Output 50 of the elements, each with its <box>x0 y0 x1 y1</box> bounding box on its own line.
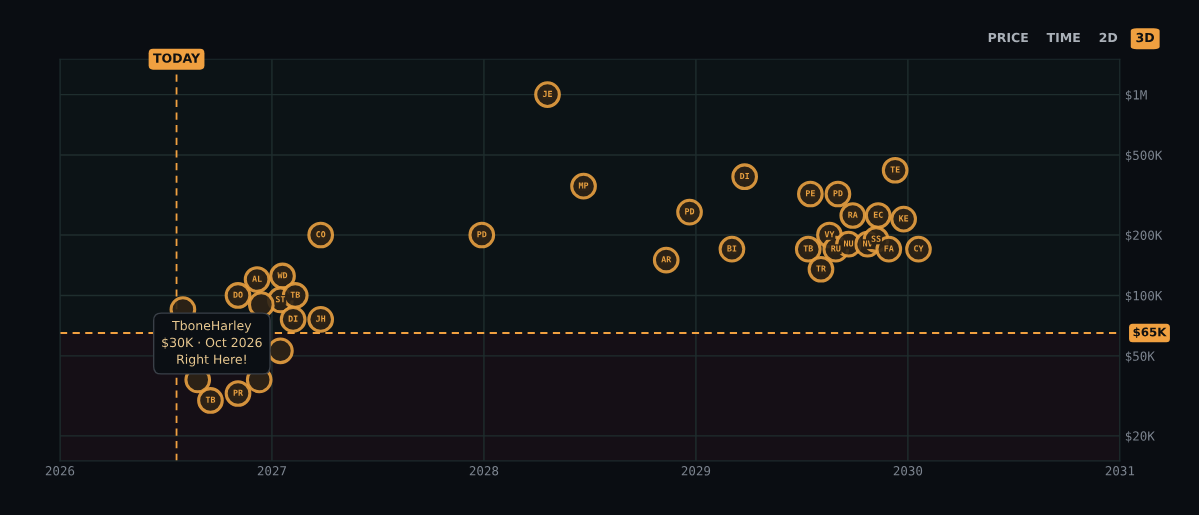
ref-line-label: TODAY <box>153 53 201 63</box>
y-tick-label: $20K <box>1125 431 1155 443</box>
data-label: TR <box>816 265 826 272</box>
y-tick-label: $200K <box>1125 230 1163 242</box>
data-label: SS <box>871 235 881 242</box>
data-label: KE <box>899 215 909 222</box>
x-tick-label: 2029 <box>681 466 711 476</box>
data-label: RU <box>831 245 841 252</box>
data-label: FA <box>884 245 894 252</box>
data-label: AL <box>252 275 262 282</box>
data-label: RA <box>848 211 858 218</box>
y-tick-label: $1M <box>1125 89 1147 102</box>
x-tick-label: 2030 <box>893 466 923 476</box>
data-label: BI <box>727 245 737 252</box>
data-label: TB <box>205 396 216 403</box>
y-tick-label: $100K <box>1125 290 1163 303</box>
data-label: CY <box>914 245 924 252</box>
data-label: DI <box>288 315 298 322</box>
text: TIME <box>1046 32 1080 43</box>
data-label: TE <box>890 166 900 173</box>
data-label: PE <box>806 190 815 197</box>
data-label: EC <box>873 211 883 218</box>
data-label: PD <box>833 190 843 197</box>
data-label: WD <box>277 272 288 279</box>
data-label: JE <box>542 90 552 98</box>
data-label: JH <box>316 315 326 322</box>
data-label: AR <box>661 256 672 263</box>
data-label: ST <box>275 296 286 303</box>
y-tick-label: $500K <box>1125 150 1163 162</box>
text: PRICE <box>988 32 1028 43</box>
text: 3D <box>1136 32 1154 43</box>
ref-line-label: $65K <box>1133 327 1167 339</box>
data-label: TB <box>290 291 300 298</box>
x-tick-label: 2027 <box>257 466 287 476</box>
text: 2D <box>1099 32 1118 43</box>
x-tick-label: 2026 <box>45 466 75 476</box>
data-label: CO <box>316 231 326 238</box>
x-tick-label: 2031 <box>1105 466 1135 476</box>
y-tick-label: $50K <box>1125 351 1155 363</box>
data-label: TB <box>803 245 813 252</box>
data-label: MP <box>578 182 589 189</box>
x-tick-label: 2028 <box>469 466 499 476</box>
data-label: PD <box>477 231 487 238</box>
data-label: PR <box>233 389 244 396</box>
data-label: VY <box>824 231 835 238</box>
data-label: DI <box>740 172 749 180</box>
data-label: NU <box>843 240 854 247</box>
data-label: DO <box>233 291 243 298</box>
data-label: PD <box>685 208 695 215</box>
annotation: TboneHarley $30K · Oct 2026 Right Here! <box>162 320 262 367</box>
